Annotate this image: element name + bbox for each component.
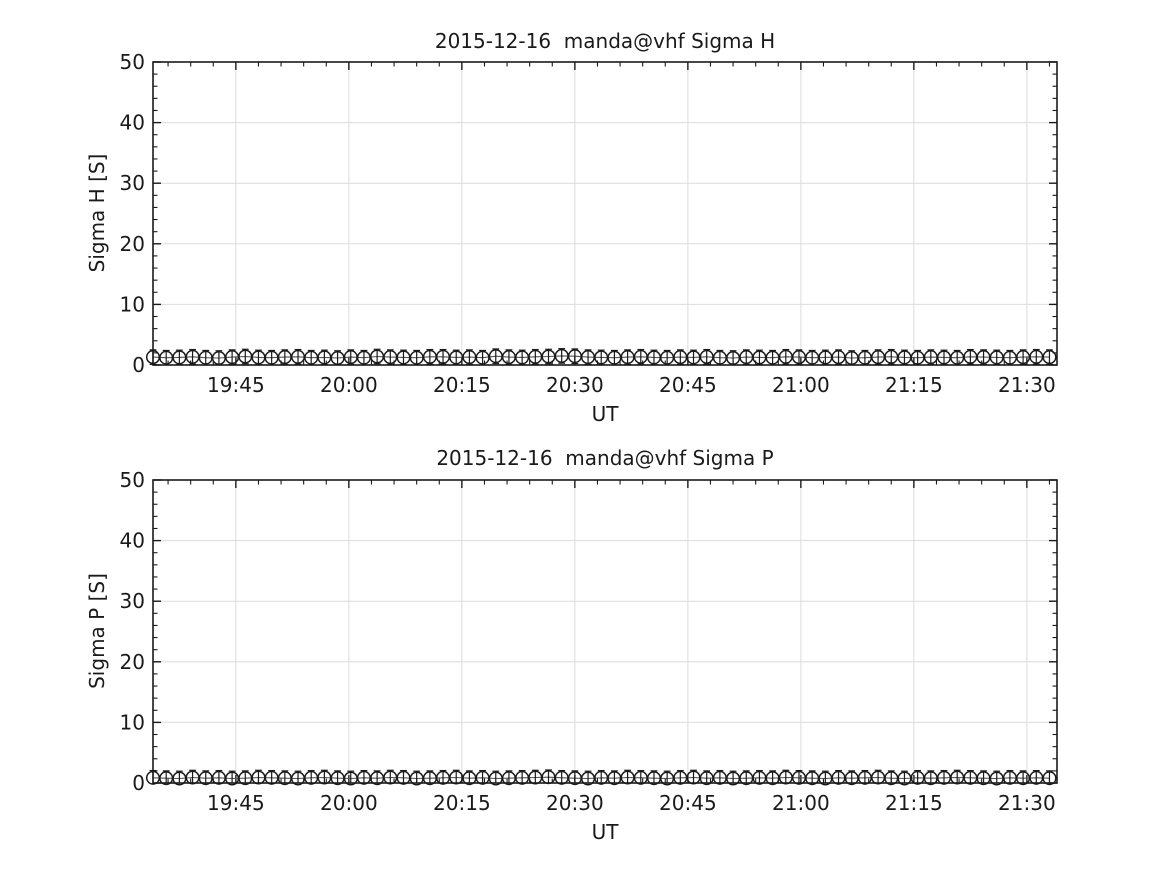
y-tick-label: 10 <box>120 292 145 316</box>
y-tick-label: 20 <box>120 650 145 674</box>
x-tick-label: 20:45 <box>659 791 717 815</box>
y-tick-label: 40 <box>120 529 145 553</box>
y-axis-label: Sigma P [S] <box>85 573 109 689</box>
x-tick-label: 20:30 <box>546 791 604 815</box>
y-tick-label: 50 <box>120 468 145 492</box>
x-tick-label: 21:30 <box>998 373 1056 397</box>
x-tick-label: 20:00 <box>320 373 378 397</box>
y-tick-label: 40 <box>120 111 145 135</box>
chart-title: 2015-12-16 manda@vhf Sigma H <box>434 29 776 53</box>
y-tick-label: 10 <box>120 710 145 734</box>
x-tick-label: 21:15 <box>885 791 943 815</box>
x-tick-label: 20:15 <box>433 373 491 397</box>
y-tick-label: 30 <box>120 171 145 195</box>
x-tick-label: 21:30 <box>998 791 1056 815</box>
x-tick-label: 20:45 <box>659 373 717 397</box>
x-tick-label: 21:15 <box>885 373 943 397</box>
x-tick-label: 20:30 <box>546 373 604 397</box>
x-tick-label: 19:45 <box>207 373 265 397</box>
x-tick-label: 20:15 <box>433 791 491 815</box>
x-tick-label: 19:45 <box>207 791 265 815</box>
x-tick-label: 21:00 <box>772 791 830 815</box>
x-tick-label: 21:00 <box>772 373 830 397</box>
y-axis-label: Sigma H [S] <box>85 153 109 273</box>
y-tick-label: 0 <box>132 771 145 795</box>
y-tick-label: 30 <box>120 589 145 613</box>
x-tick-label: 20:00 <box>320 791 378 815</box>
y-tick-label: 20 <box>120 232 145 256</box>
chart-title: 2015-12-16 manda@vhf Sigma P <box>436 446 774 470</box>
x-axis-label: UT <box>591 820 619 844</box>
y-tick-label: 50 <box>120 50 145 74</box>
x-axis-label: UT <box>591 402 619 426</box>
y-tick-label: 0 <box>132 353 145 377</box>
